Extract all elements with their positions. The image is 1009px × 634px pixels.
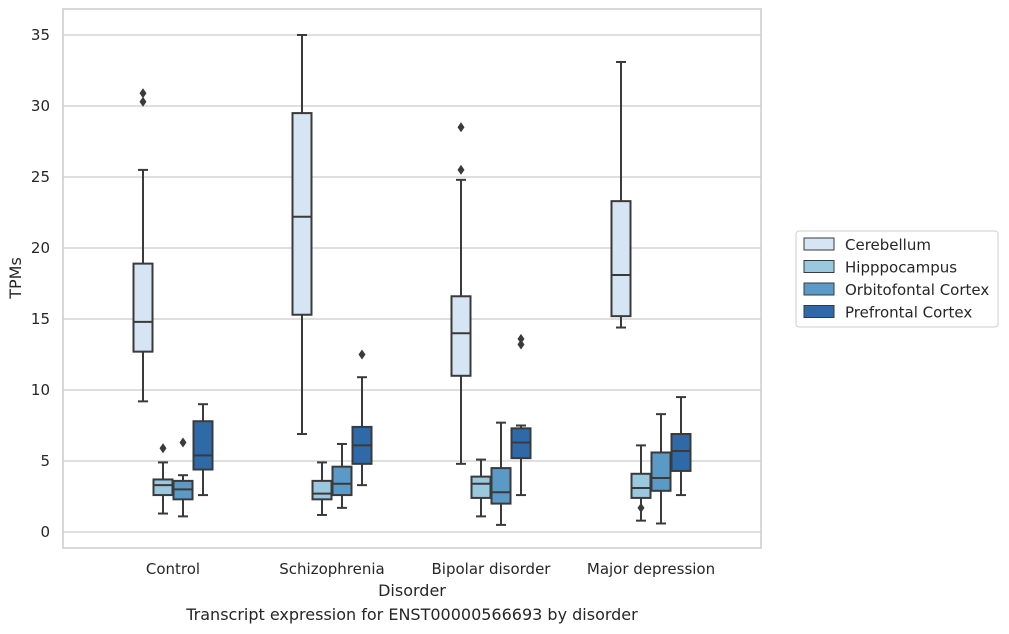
x-tick-labels: Control Schizophrenia Bipolar disorder Majo… (146, 560, 715, 578)
box-2-3 (650, 413, 672, 525)
box-body (291, 112, 313, 316)
box-2-0 (172, 437, 194, 518)
legend-swatch-1 (803, 260, 835, 273)
legend-frame (795, 230, 999, 328)
box-body (490, 467, 512, 505)
box-1-0 (152, 443, 174, 515)
legend-swatch-2 (803, 282, 835, 296)
legend-label-3: Prefrontal Cortex (845, 304, 972, 322)
legend-swatch-0 (803, 237, 835, 251)
box-1-1 (311, 461, 333, 516)
legend-label-1: Hipppocampus (845, 259, 957, 277)
x-tick-label-1: Schizophrenia (279, 560, 384, 578)
legend-label-2: Orbitofontal Cortex (845, 281, 989, 299)
outlier-0 (517, 339, 525, 350)
box-body (470, 475, 492, 499)
y-tick-label-4: 20 (31, 239, 50, 257)
plot-background (63, 9, 761, 548)
outlier-0 (139, 96, 147, 107)
legend: Cerebellum Hipppocampus Orbitofontal Corte… (795, 230, 999, 328)
box-body (331, 465, 353, 497)
box-body (311, 479, 333, 501)
y-axis-label: TPMs (6, 257, 25, 300)
box-2-2 (490, 421, 512, 526)
outlier-0 (637, 502, 645, 513)
box-body (650, 451, 672, 492)
box-2-1 (331, 442, 353, 509)
outlier-1 (517, 333, 525, 344)
box-body (152, 478, 174, 497)
y-tick-label-5: 25 (31, 168, 50, 186)
x-tick-label-0: Control (146, 560, 200, 578)
outlier-1 (139, 88, 147, 99)
y-tick-label-1: 5 (40, 452, 50, 470)
box-0-1 (291, 34, 313, 436)
y-tick-label-2: 10 (31, 381, 50, 399)
box-3-1 (351, 349, 373, 487)
box-series (132, 34, 692, 526)
box-3-0 (192, 403, 214, 497)
box-0-2 (450, 122, 472, 465)
legend-label-0: Cerebellum (845, 236, 931, 254)
box-body (450, 295, 472, 377)
plot-frame (62, 8, 762, 549)
y-tick-label-0: 0 (40, 523, 50, 541)
y-tick-label-6: 30 (31, 97, 50, 115)
chart-caption: Transcript expression for ENST0000056669… (186, 605, 638, 624)
x-axis-label: Disorder (378, 581, 446, 600)
x-tick-label-3: Major depression (587, 560, 715, 578)
legend-swatch-3 (803, 305, 835, 318)
box-1-2 (470, 458, 492, 518)
box-0-0 (132, 88, 154, 403)
y-tick-label-3: 15 (31, 310, 50, 328)
box-body (630, 472, 652, 499)
box-3-3 (670, 396, 692, 497)
outlier-0 (179, 437, 187, 448)
box-1-3 (630, 444, 652, 522)
box-body (670, 433, 692, 472)
outlier-1 (457, 122, 465, 133)
x-tick-label-2: Bipolar disorder (432, 560, 552, 578)
box-body (132, 262, 154, 353)
box-body (610, 200, 632, 318)
y-tick-label-7: 35 (31, 26, 50, 44)
box-0-3 (610, 60, 632, 329)
outlier-0 (457, 164, 465, 175)
box-body (192, 420, 214, 471)
y-tick-labels: 0 5 10 15 20 25 30 35 (31, 26, 50, 541)
box-3-2 (510, 333, 532, 497)
outlier-0 (358, 349, 366, 360)
outlier-0 (159, 443, 167, 454)
grid-lines (63, 34, 761, 533)
